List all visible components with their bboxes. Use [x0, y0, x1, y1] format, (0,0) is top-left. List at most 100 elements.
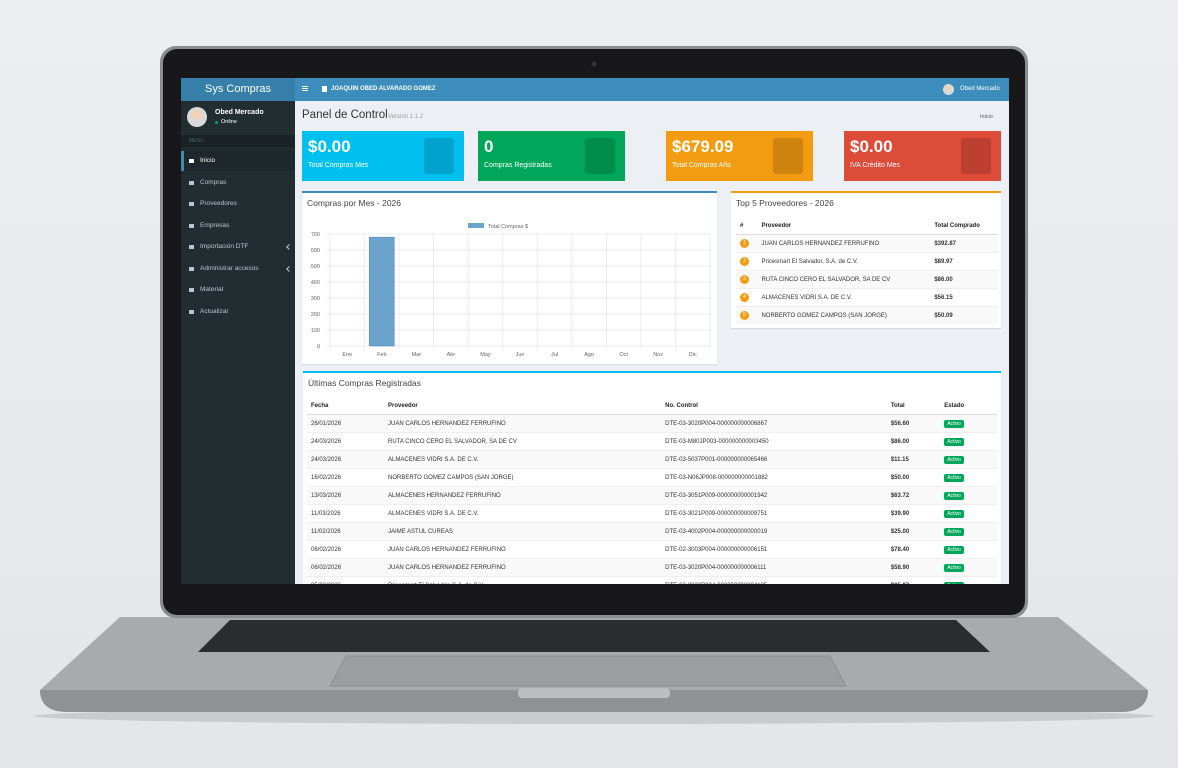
menu-icon — [189, 266, 194, 271]
cell: DTE-03-3020P004-000000000006111 — [661, 558, 887, 577]
row: 26/01/2026 JUAN CARLOS HERNANDEZ FERRUFIN… — [307, 414, 997, 433]
menu-toggle[interactable] — [302, 86, 308, 87]
cell: $86.00 — [930, 270, 998, 289]
status-badge: Activo — [944, 527, 964, 536]
cell: $25.00 — [886, 522, 941, 541]
status-badge: Activo — [944, 455, 964, 464]
menu-item[interactable]: Empresas — [181, 216, 295, 236]
provider-total: $50.09 — [934, 312, 953, 319]
hinge-notch — [518, 688, 670, 698]
control-number: DTE-02-3003P004-000000000006151 — [665, 546, 768, 553]
column-header: Estado — [940, 397, 997, 415]
total: $25.00 — [890, 528, 910, 535]
screen: Sys Compras Obed Mercado Online MENÚ Ini… — [181, 78, 1009, 584]
recent-box: Últimas Compras Registradas Fecha Proveed… — [303, 371, 1001, 584]
cell: Activo — [940, 432, 997, 451]
menu-icon — [189, 180, 194, 185]
status-badge: Activo — [944, 419, 964, 428]
control-number: DTE-03-3020P004-000000000006867 — [665, 420, 768, 427]
date: 24/03/2026 — [311, 438, 342, 445]
card: $0.00 IVA Crédito Mes — [844, 131, 1001, 181]
topbar-user[interactable]: Obed Mercado — [960, 86, 1000, 92]
date: 06/02/2026 — [311, 564, 342, 571]
cell: 4 — [736, 288, 758, 307]
rank-badge: 4 — [740, 293, 749, 302]
total: $78.40 — [890, 546, 910, 553]
menu-item[interactable]: Importación DTF — [181, 237, 295, 257]
status-badge: Activo — [944, 473, 964, 482]
column-header: Total Comprado — [930, 217, 998, 235]
cell: Activo — [940, 504, 997, 523]
date: 11/02/2026 — [311, 528, 341, 535]
building-icon — [322, 86, 327, 92]
breadcrumb[interactable]: Inicio — [980, 114, 993, 120]
sidebar: Sys Compras Obed Mercado Online MENÚ Ini… — [181, 78, 295, 584]
provider: ALMACENES VIDRI S.A. DE C.V. — [388, 456, 479, 463]
card: 0 Compras Registradas — [478, 131, 625, 181]
row: 16/02/2026 NORBERTO GOMEZ CAMPOS (SAN JOR… — [307, 468, 997, 487]
provider: JUAN CARLOS HERNANDEZ FERRUFINO — [388, 564, 506, 571]
cell: 06/02/2026 — [307, 540, 385, 559]
column-header: Total — [886, 397, 941, 415]
x-tick-label: Dic — [689, 352, 697, 358]
top-providers-title: Top 5 Proveedores - 2026 — [736, 198, 834, 208]
provider: NORBERTO GOMEZ CAMPOS (SAN JORGE) — [388, 474, 514, 481]
cell: 06/02/2026 — [307, 558, 385, 577]
menu-caret — [286, 244, 292, 250]
menu-item[interactable]: Inicio — [181, 151, 295, 171]
cell: DTE-03-3051P009-000000000001942 — [661, 486, 887, 505]
menu-item[interactable]: Compras — [181, 173, 295, 193]
bar — [369, 236, 395, 347]
cell: 16/02/2026 — [307, 468, 385, 487]
column-header: No. Control — [661, 397, 887, 415]
menu-item[interactable]: Proveedores — [181, 194, 295, 214]
base-edge — [40, 690, 1148, 712]
cell: DTE-03-3021P009-000000000009751 — [661, 504, 887, 523]
cell: 1 — [736, 234, 758, 253]
cell: $78.40 — [886, 540, 941, 559]
y-tick-label: 0 — [317, 344, 320, 350]
cell: JUAN CARLOS HERNANDEZ FERRUFINO — [384, 414, 662, 433]
column-header: # — [736, 217, 758, 235]
recent-table: Fecha Proveedor No. Control Total Estado 26/0… — [307, 397, 997, 584]
x-tick-label: Ene — [342, 352, 352, 358]
date: 05/02/2026 — [311, 583, 341, 585]
row: 3 RUTA CINCO CERO EL SALVADOR, SA DE CV $8… — [736, 270, 998, 289]
row: 2 Pricesmart El Salvador, S.A. de C.V. $89… — [736, 252, 998, 271]
card-label: IVA Crédito Mes — [850, 162, 901, 169]
control-number: DTE-03-3021P009-000000000009751 — [665, 510, 768, 517]
legend-swatch — [468, 223, 484, 228]
card-value: $0.00 — [308, 137, 351, 156]
cell: $56.60 — [886, 414, 941, 433]
cell: Activo — [940, 576, 997, 584]
cell: $392.87 — [930, 234, 998, 253]
control-number: DTE-03-3020P004-000000000004185 — [665, 583, 767, 585]
status-badge: Activo — [944, 563, 964, 572]
cell: ALMACENES VIDRI S.A. DE C.V. — [757, 288, 931, 307]
status-badge: Activo — [944, 545, 964, 554]
menu-header-bar — [181, 135, 295, 147]
card-icon — [961, 138, 991, 174]
cell: $63.72 — [886, 486, 941, 505]
x-tick-label: Abr — [447, 352, 456, 358]
cell: JAIME ASTUL CUREAS — [384, 522, 662, 541]
column-header: Proveedor — [384, 397, 662, 415]
cell: Activo — [940, 450, 997, 469]
menu-item[interactable]: Actualizar — [181, 302, 295, 322]
cell: Activo — [940, 414, 997, 433]
brand[interactable]: Sys Compras — [181, 78, 295, 101]
cell: Activo — [940, 540, 997, 559]
menu-item[interactable]: Administrar accesos — [181, 259, 295, 279]
status-badge: Activo — [944, 509, 964, 518]
provider: ALMACENES HERNANDEZ FERRUFINO — [388, 492, 501, 499]
date: 24/03/2026 — [311, 456, 342, 463]
menu-icon — [189, 245, 194, 249]
cell: JUAN CARLOS HERNANDEZ FERRUFINO — [757, 234, 931, 253]
menu-item[interactable]: Material — [181, 280, 295, 300]
header-row: Fecha Proveedor No. Control Total Estado — [307, 397, 997, 415]
card: $679.09 Total Compras Año — [666, 131, 813, 181]
control-number: DTE-03-5037P001-000000000065466 — [665, 456, 768, 463]
menu-label: Administrar accesos — [200, 264, 259, 272]
row: 11/02/2026 JAIME ASTUL CUREAS DTE-03-4002P… — [307, 522, 997, 541]
cell: ALMACENES VIDRI S.A. DE C.V. — [384, 450, 662, 469]
